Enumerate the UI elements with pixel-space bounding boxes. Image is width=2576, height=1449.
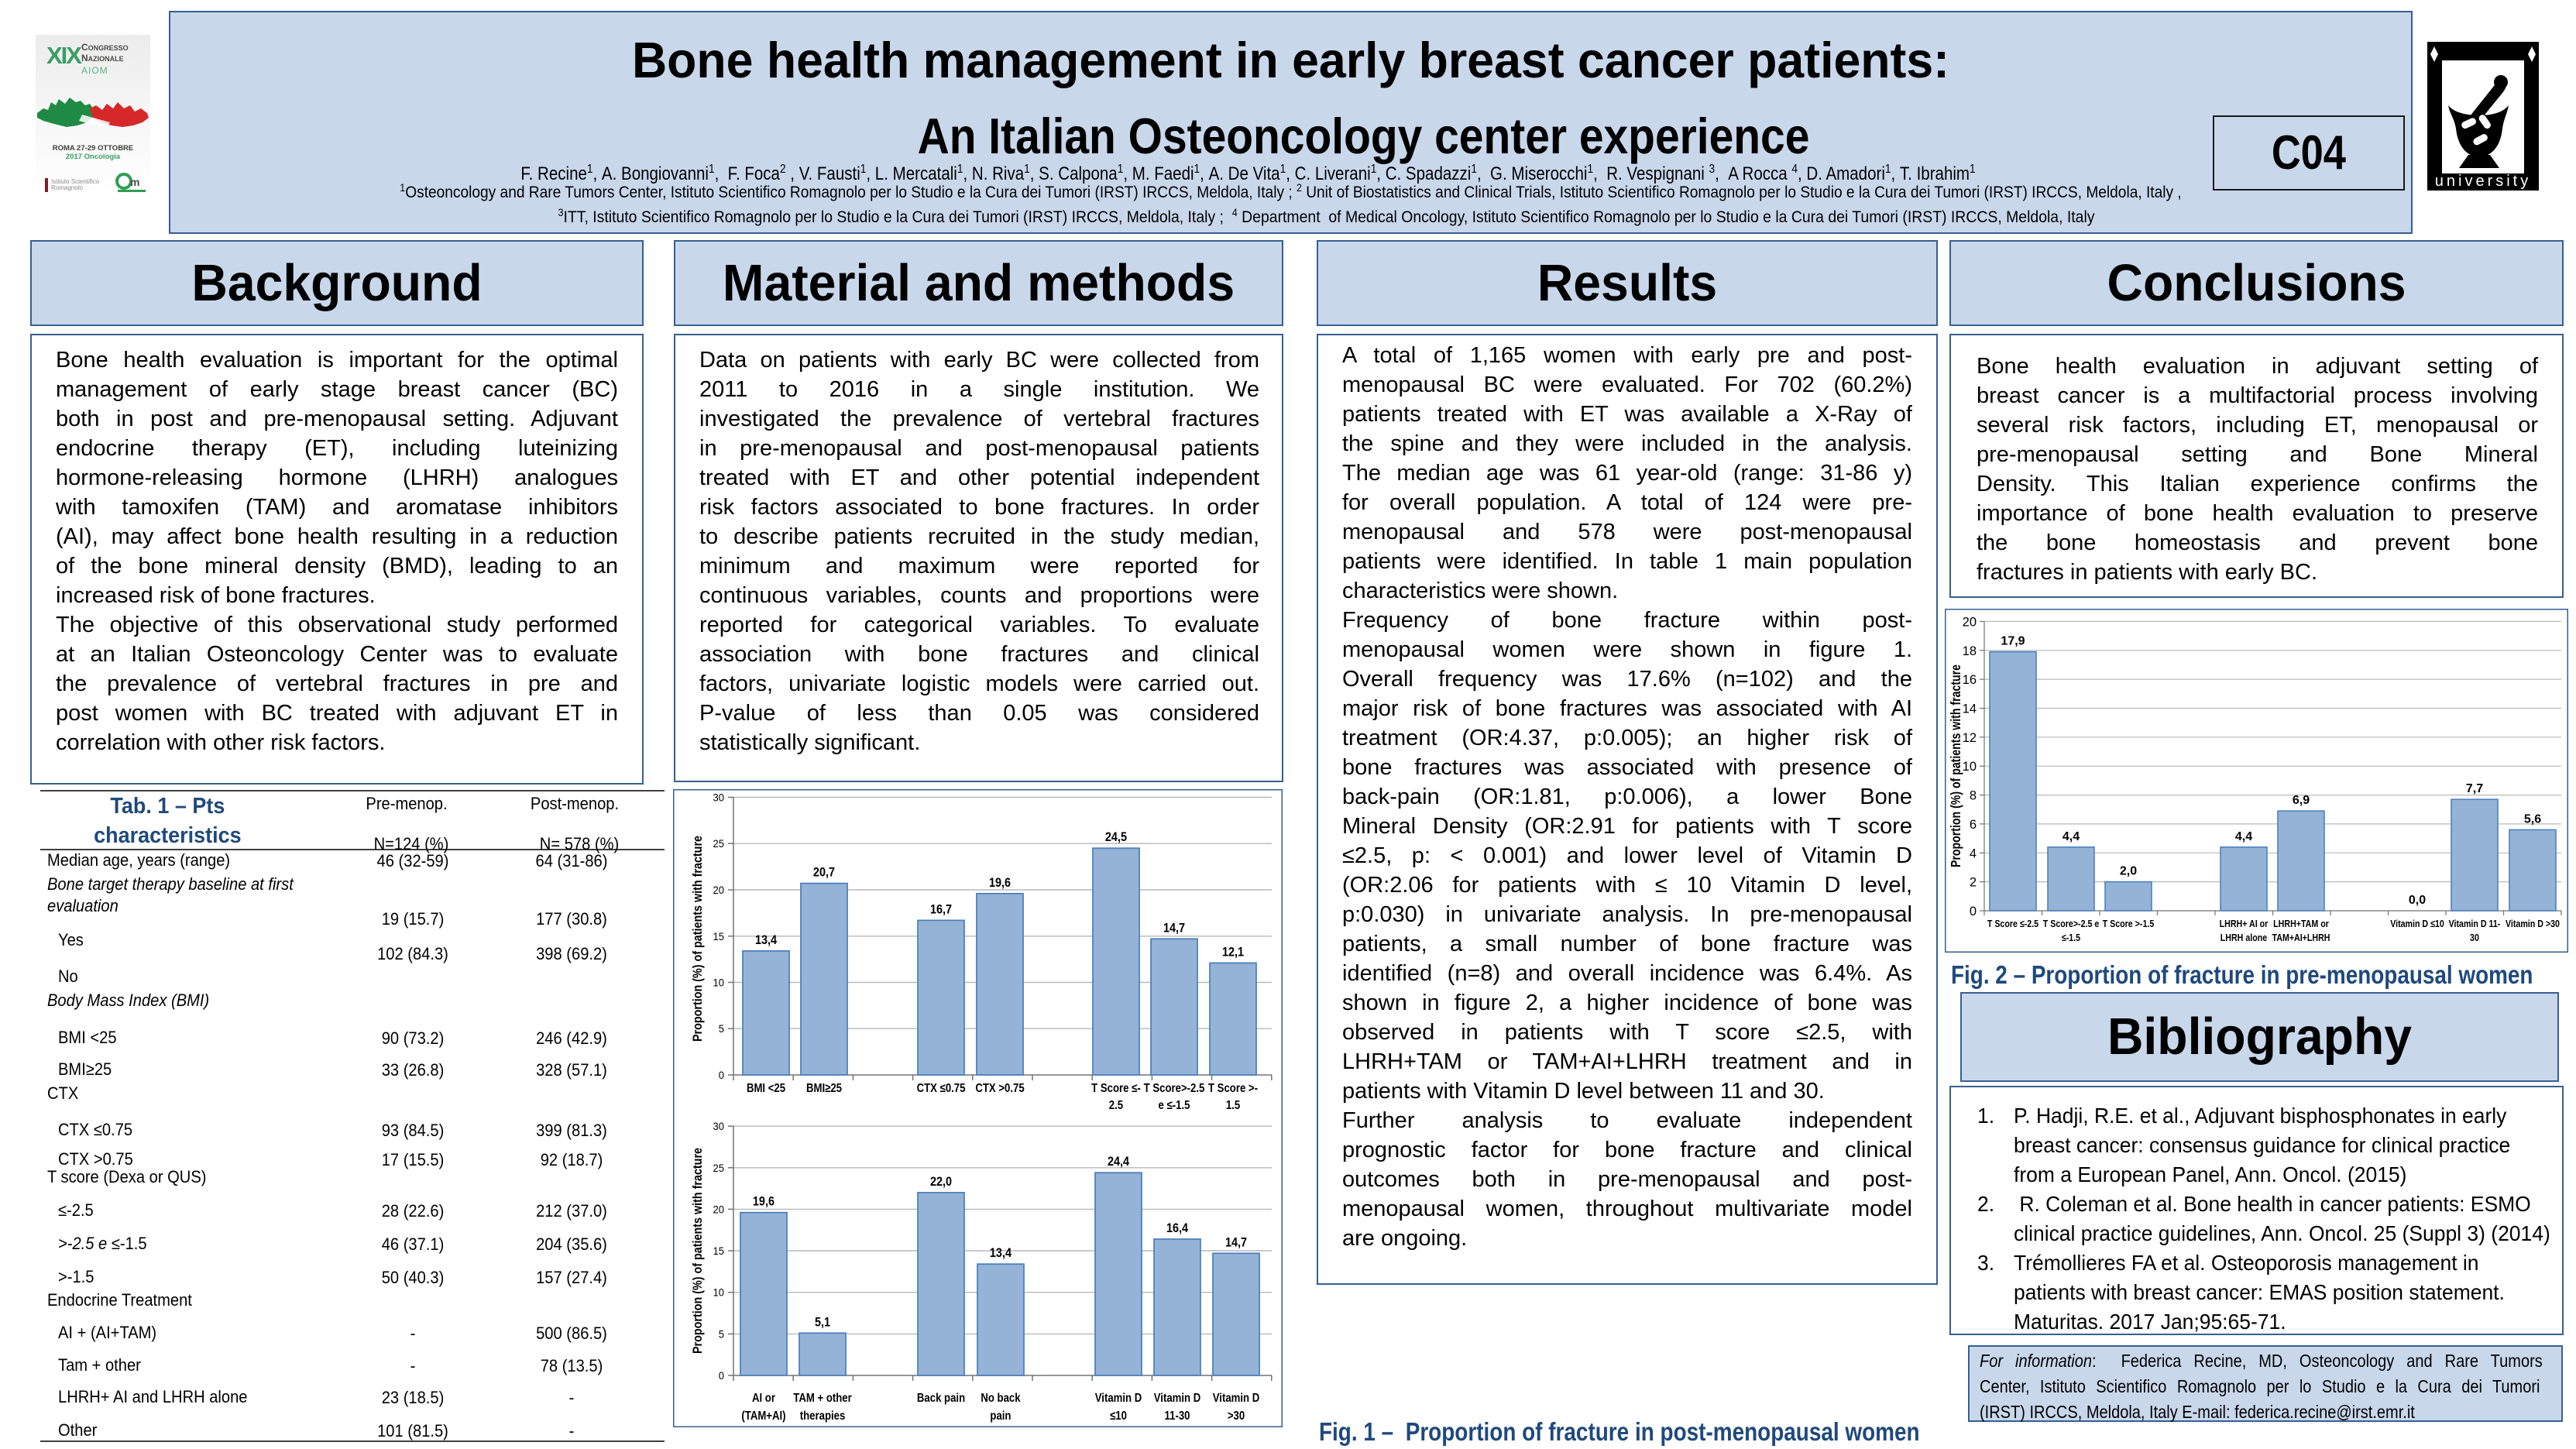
svg-text:pain: pain: [990, 1410, 1011, 1423]
svg-text:1.5: 1.5: [1226, 1099, 1240, 1112]
svg-text:10: 10: [1963, 760, 1977, 774]
svg-text:22,0: 22,0: [930, 1175, 952, 1189]
svg-text:12: 12: [1963, 731, 1977, 745]
svg-text:5,1: 5,1: [815, 1315, 830, 1329]
svg-text:5,6: 5,6: [2524, 812, 2541, 826]
svg-text:24,4: 24,4: [1108, 1155, 1129, 1169]
svg-text:17,9: 17,9: [2001, 635, 2025, 648]
svg-text:CTX >0.75: CTX >0.75: [975, 1082, 1024, 1095]
svg-text:25: 25: [713, 1162, 724, 1174]
svg-text:≤-1.5: ≤-1.5: [2062, 932, 2081, 943]
svg-text:4: 4: [1970, 846, 1977, 860]
svg-text:T Score >-: T Score >-: [1208, 1082, 1258, 1095]
svg-text:0: 0: [719, 1070, 724, 1082]
svg-text:TAM + other: TAM + other: [793, 1392, 852, 1405]
svg-text:0,0: 0,0: [2409, 894, 2426, 907]
svg-text:T Score ≤-2.5: T Score ≤-2.5: [1987, 918, 2039, 929]
svg-text:Vitamin D >30: Vitamin D >30: [2506, 918, 2560, 929]
svg-text:Vitamin D 11-: Vitamin D 11-: [2449, 918, 2501, 929]
svg-text:m: m: [130, 176, 139, 188]
svg-text:6: 6: [1970, 818, 1977, 832]
svg-text:13,4: 13,4: [755, 933, 777, 947]
svg-text:19,6: 19,6: [989, 876, 1011, 890]
svg-text:18: 18: [1963, 644, 1977, 658]
svg-text:30: 30: [713, 1121, 724, 1133]
svg-text:T Score >-1.5: T Score >-1.5: [2103, 918, 2155, 929]
svg-text:university: university: [2435, 173, 2531, 190]
svg-text:Proportion (%) of patients wit: Proportion (%) of patients with fracture: [690, 1148, 705, 1354]
svg-text:LHRH alone: LHRH alone: [2221, 932, 2268, 943]
svg-text:15: 15: [713, 1245, 724, 1258]
svg-text:20: 20: [1963, 615, 1977, 629]
svg-text:>30: >30: [1228, 1410, 1245, 1423]
svg-text:Vitamin D: Vitamin D: [1154, 1392, 1200, 1405]
svg-text:30: 30: [2470, 932, 2479, 943]
svg-text:2: 2: [1970, 876, 1977, 890]
svg-text:15: 15: [713, 930, 724, 943]
svg-text:Vitamin D: Vitamin D: [1095, 1392, 1142, 1405]
svg-text:Proportion (%) of patients wit: Proportion (%) of patients with fracture: [1948, 664, 1963, 867]
svg-text:14,7: 14,7: [1163, 921, 1185, 935]
svg-text:T Score ≤-: T Score ≤-: [1091, 1082, 1141, 1095]
svg-text:12,1: 12,1: [1222, 945, 1244, 959]
svg-text:TAM+AI+LHRH: TAM+AI+LHRH: [2272, 932, 2330, 943]
svg-text:20: 20: [713, 884, 724, 897]
svg-text:2,0: 2,0: [2120, 865, 2137, 878]
svg-text:≤10: ≤10: [1110, 1410, 1127, 1423]
svg-text:19,6: 19,6: [753, 1195, 775, 1209]
svg-text:20: 20: [713, 1203, 724, 1216]
svg-text:11-30: 11-30: [1165, 1410, 1190, 1423]
svg-text:8: 8: [1970, 789, 1977, 803]
svg-text:BMI≥25: BMI≥25: [806, 1082, 842, 1095]
svg-text:0: 0: [1970, 905, 1977, 919]
svg-text:Vitamin D: Vitamin D: [1213, 1392, 1259, 1405]
svg-text:7,7: 7,7: [2466, 782, 2483, 795]
svg-text:AI or: AI or: [752, 1392, 775, 1405]
svg-text:Back pain: Back pain: [917, 1392, 965, 1405]
svg-text:4,4: 4,4: [2235, 830, 2252, 843]
svg-text:24,5: 24,5: [1105, 830, 1127, 844]
svg-text:14,7: 14,7: [1225, 1235, 1247, 1249]
svg-text:No back: No back: [981, 1392, 1021, 1405]
svg-text:LHRH+ AI or: LHRH+ AI or: [2220, 918, 2269, 929]
svg-text:CTX ≤0.75: CTX ≤0.75: [917, 1082, 966, 1095]
svg-text:0: 0: [719, 1370, 724, 1382]
svg-text:(TAM+AI): (TAM+AI): [741, 1410, 785, 1423]
svg-text:Vitamin D ≤10: Vitamin D ≤10: [2390, 918, 2444, 929]
svg-text:T Score>-2.5: T Score>-2.5: [1144, 1082, 1205, 1095]
svg-text:16,4: 16,4: [1166, 1221, 1188, 1235]
svg-text:16: 16: [1963, 673, 1977, 687]
svg-text:20,7: 20,7: [813, 866, 835, 880]
svg-text:10: 10: [713, 1286, 724, 1299]
svg-text:5: 5: [719, 1328, 724, 1341]
svg-text:10: 10: [713, 977, 724, 989]
svg-text:25: 25: [713, 838, 724, 850]
svg-text:2.5: 2.5: [1109, 1099, 1123, 1112]
svg-text:14: 14: [1963, 702, 1977, 716]
svg-text:5: 5: [719, 1023, 724, 1035]
svg-text:16,7: 16,7: [930, 902, 952, 916]
svg-text:BMI <25: BMI <25: [747, 1082, 785, 1095]
svg-text:e ≤-1.5: e ≤-1.5: [1159, 1099, 1190, 1112]
svg-text:Proportion (%) of patients wit: Proportion (%) of patients with fracture: [690, 836, 705, 1042]
svg-text:LHRH+TAM or: LHRH+TAM or: [2273, 918, 2329, 929]
svg-text:4,4: 4,4: [2063, 830, 2080, 843]
svg-text:therapies: therapies: [800, 1410, 846, 1423]
svg-text:30: 30: [713, 791, 724, 804]
svg-text:13,4: 13,4: [990, 1246, 1012, 1260]
svg-text:T Score>-2.5 e: T Score>-2.5 e: [2043, 918, 2100, 929]
svg-text:6,9: 6,9: [2293, 794, 2310, 807]
